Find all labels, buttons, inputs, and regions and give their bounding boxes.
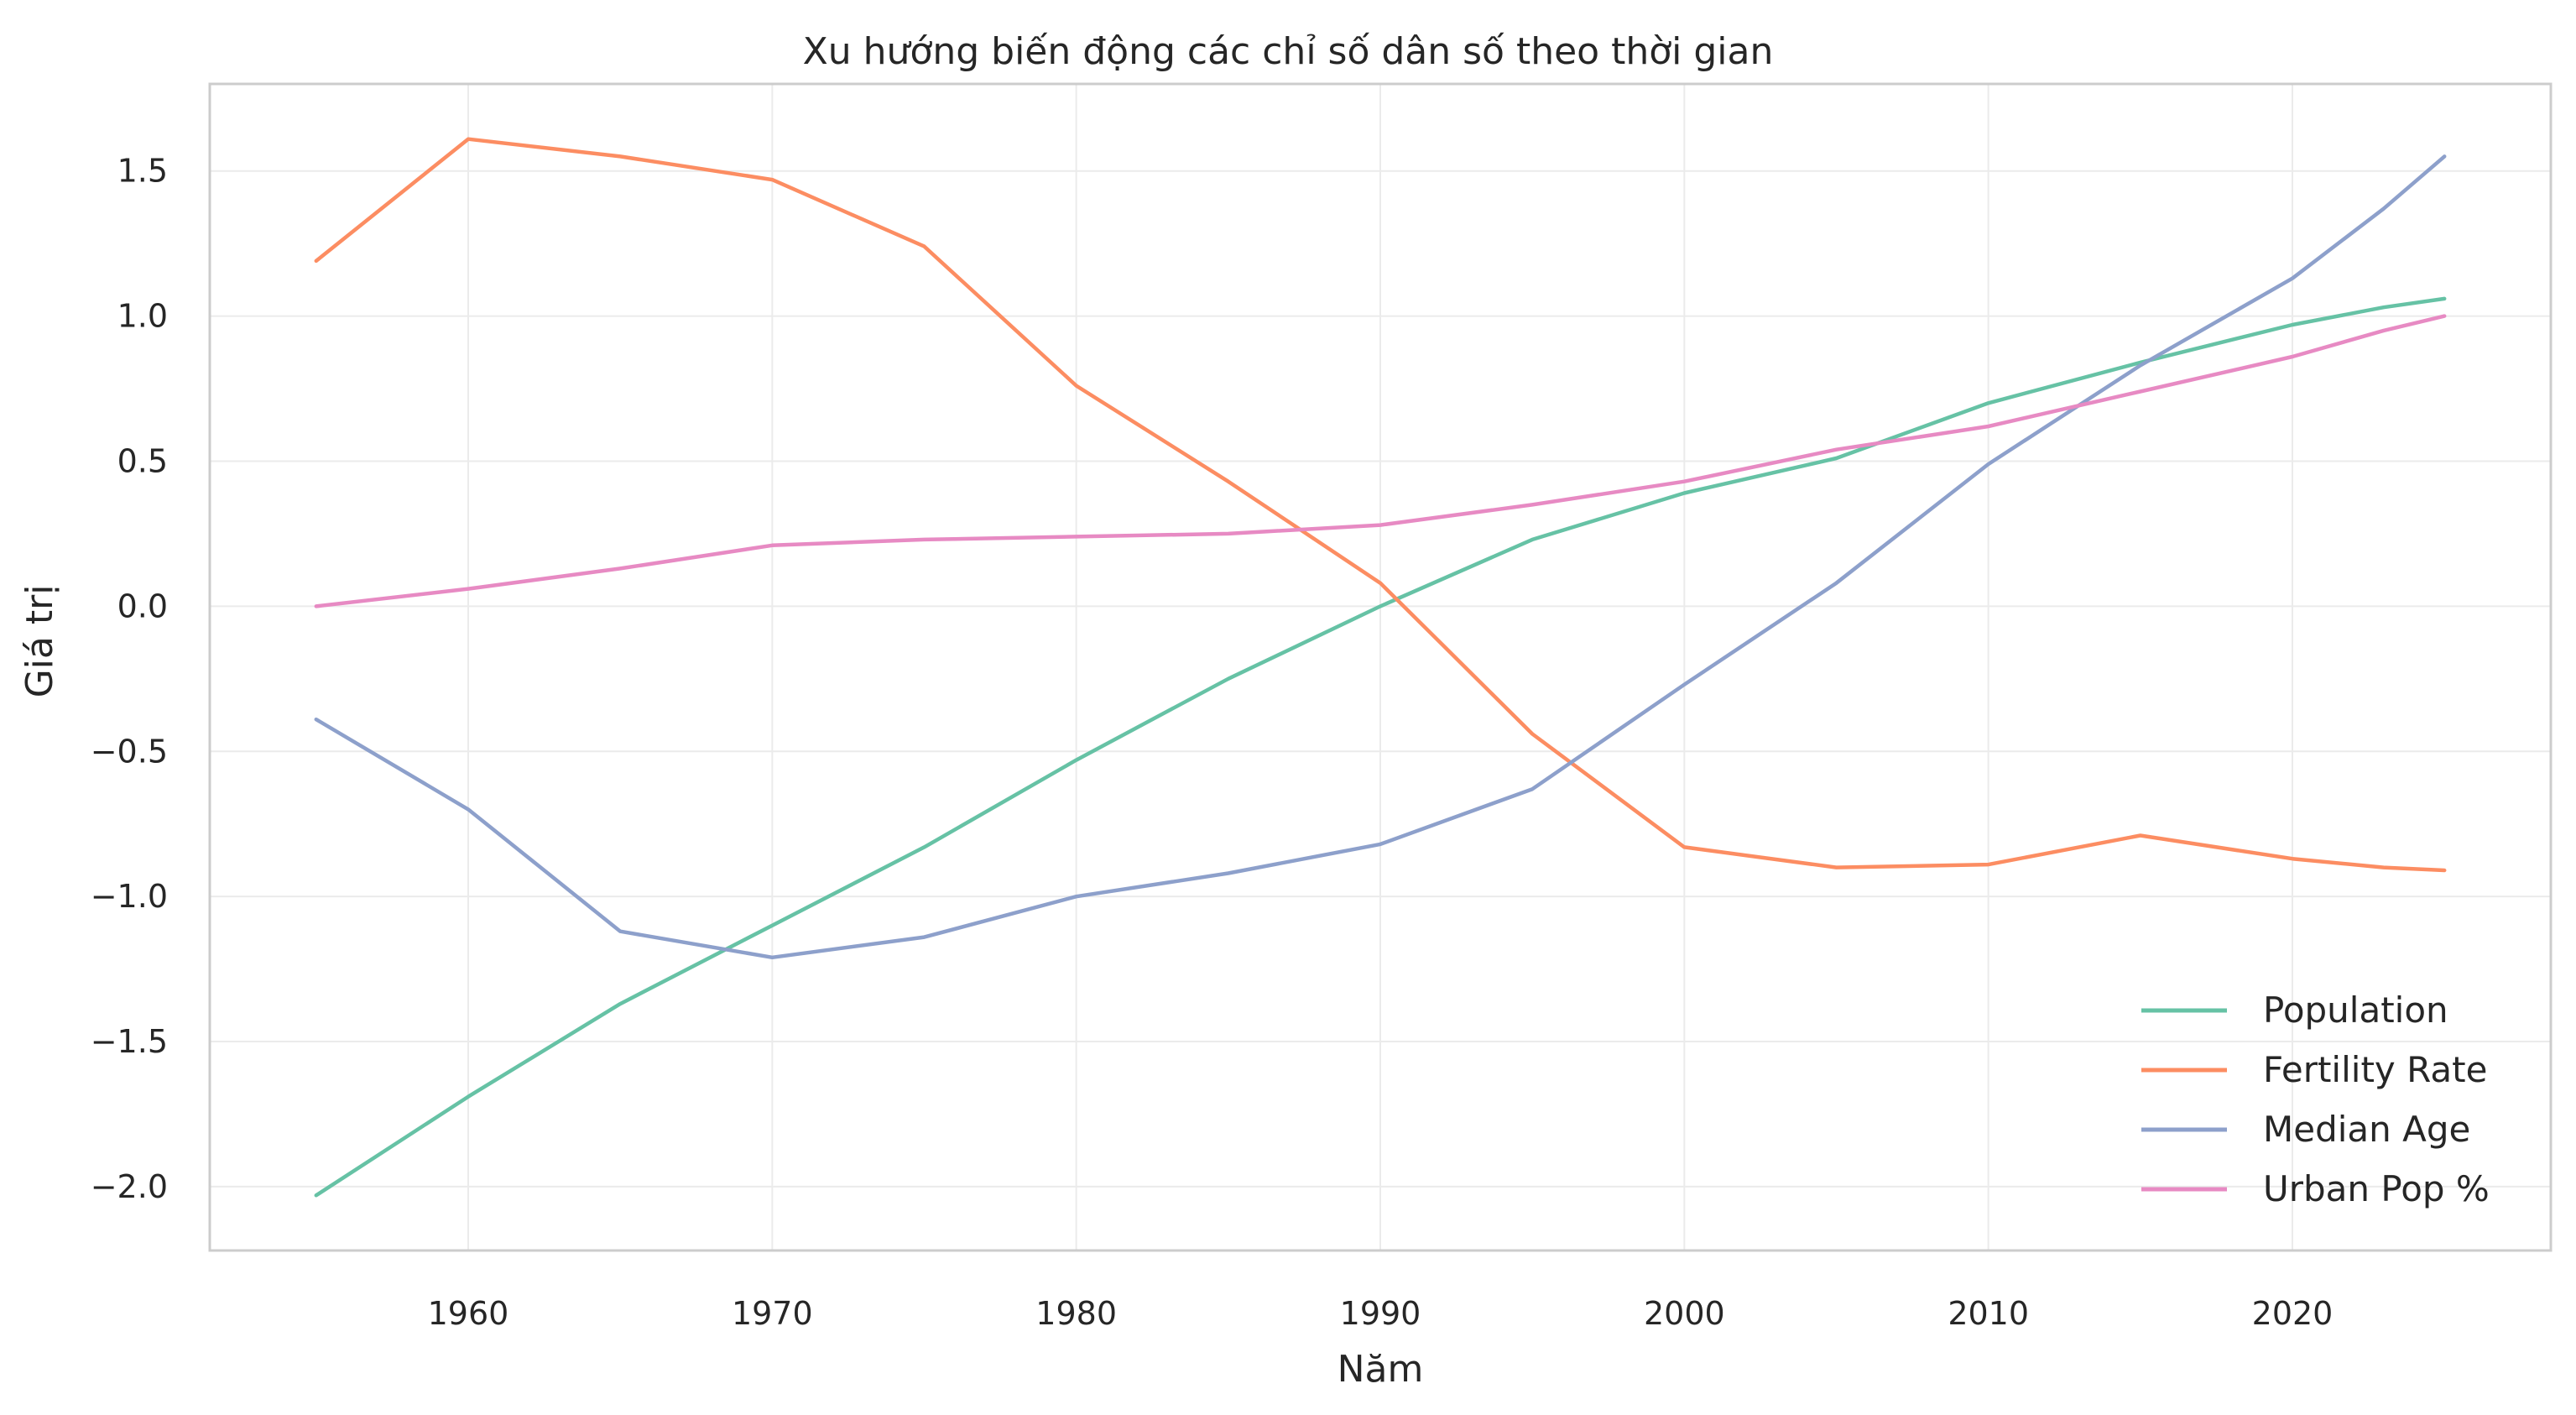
series-line-median-age [314, 154, 2447, 960]
legend-item: Median Age [2141, 1109, 2470, 1150]
y-tick-label: −2.0 [91, 1168, 168, 1205]
x-tick-label: 1960 [428, 1295, 509, 1332]
series-line-fertility-rate [314, 137, 2447, 873]
grid [210, 84, 2551, 1251]
legend-label: Urban Pop % [2263, 1168, 2490, 1209]
legend: Population Fertility Rate Median Age Urban … [2141, 989, 2490, 1209]
series-lines [314, 137, 2447, 1198]
y-tick-label: −0.5 [91, 733, 168, 770]
series-line-population [314, 296, 2447, 1198]
y-tick-label: 1.0 [117, 298, 168, 335]
series-line-urban-pop [314, 314, 2447, 608]
x-axis-label: Năm [1338, 1348, 1424, 1391]
x-axis-ticks: 1960 1970 1980 1990 2000 2010 2020 [428, 1295, 2334, 1332]
legend-label: Median Age [2263, 1109, 2470, 1150]
chart-title: Xu hướng biến động các chỉ số dân số the… [803, 30, 1774, 73]
y-tick-label: −1.0 [91, 878, 168, 915]
y-tick-label: −1.5 [91, 1023, 168, 1060]
legend-label: Fertility Rate [2263, 1049, 2487, 1090]
legend-item: Population [2141, 989, 2448, 1031]
x-tick-label: 2010 [1948, 1295, 2029, 1332]
x-tick-label: 2000 [1644, 1295, 1725, 1332]
legend-label: Population [2263, 989, 2448, 1031]
x-tick-label: 2020 [2252, 1295, 2334, 1332]
y-tick-label: 0.0 [117, 587, 168, 624]
x-tick-label: 1990 [1340, 1295, 1421, 1332]
y-axis-ticks: −2.0 −1.5 −1.0 −0.5 0.0 0.5 1.0 1.5 [91, 153, 168, 1205]
x-tick-label: 1970 [732, 1295, 813, 1332]
y-axis-label: Giá trị [18, 585, 61, 698]
y-tick-label: 1.5 [117, 153, 168, 190]
legend-item: Urban Pop % [2141, 1168, 2490, 1209]
y-tick-label: 0.5 [117, 443, 168, 480]
legend-item: Fertility Rate [2141, 1049, 2487, 1090]
x-tick-label: 1980 [1035, 1295, 1117, 1332]
plot-frame [208, 82, 2553, 1252]
